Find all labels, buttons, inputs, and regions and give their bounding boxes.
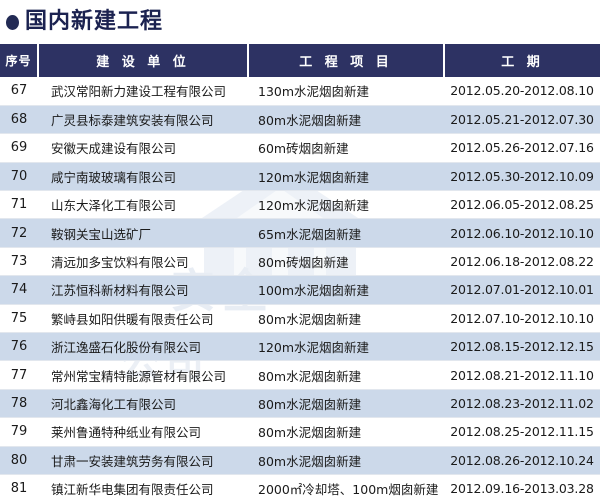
cell-project: 100m水泥烟囱新建 <box>248 275 444 305</box>
column-header-unit: 建 设 单 位 <box>38 44 249 77</box>
cell-project: 80m水泥烟囱新建 <box>248 304 444 334</box>
cell-duration: 2012.08.15-2012.12.15 <box>444 332 600 362</box>
cell-duration: 2012.05.21-2012.07.30 <box>444 105 600 135</box>
cell-project: 80m水泥烟囱新建 <box>248 446 444 475</box>
table-row[interactable]: 76 浙江逸盛石化股份有限公司 120m水泥烟囱新建 2012.08.15-2012.… <box>0 332 600 362</box>
cell-project: 2000㎡冷却塔、100m烟囱新建 <box>248 474 444 500</box>
table-row[interactable]: 74 江苏恒科新材料有限公司 100m水泥烟囱新建 2012.07.01-2012.1… <box>0 275 600 305</box>
cell-unit: 清远加多宝饮料有限公司 <box>38 247 248 277</box>
table-row[interactable]: 80 甘肃一安装建筑劳务有限公司 80m水泥烟囱新建 2012.08.26-2012.… <box>0 446 600 475</box>
cell-unit: 莱州鲁通特种纸业有限公司 <box>38 417 248 447</box>
table-row[interactable]: 72 鞍钢关宝山选矿厂 65m水泥烟囱新建 2012.06.10-2012.10.10 <box>0 218 600 248</box>
table-header-row: 序号 建 设 单 位 工 程 项 目 工 期 <box>0 44 600 77</box>
table-row[interactable]: 68 广灵县标泰建筑安装有限公司 80m水泥烟囱新建 2012.05.21-2012.… <box>0 105 600 135</box>
table-header: 序号 建 设 单 位 工 程 项 目 工 期 <box>0 44 600 77</box>
cell-index: 75 <box>0 304 38 334</box>
cell-index: 78 <box>0 389 38 419</box>
cell-duration: 2012.06.10-2012.10.10 <box>444 218 600 248</box>
page-title: 国内新建工程 <box>0 0 600 44</box>
cell-index: 68 <box>0 105 38 135</box>
cell-project: 120m水泥烟囱新建 <box>248 162 444 192</box>
cell-duration: 2012.09.16-2013.03.28 <box>444 474 600 500</box>
cell-index: 80 <box>0 446 38 475</box>
cell-index: 77 <box>0 360 38 390</box>
cell-duration: 2012.08.25-2012.11.15 <box>444 417 600 447</box>
cell-duration: 2012.07.01-2012.10.01 <box>444 275 600 305</box>
table-row[interactable]: 69 安徽天成建设有限公司 60m砖烟囱新建 2012.05.26-2012.07.1… <box>0 133 600 163</box>
table-row[interactable]: 75 繁峙县如阳供暖有限责任公司 80m水泥烟囱新建 2012.07.10-2012.… <box>0 304 600 334</box>
cell-index: 74 <box>0 275 38 305</box>
cell-project: 120m水泥烟囱新建 <box>248 190 444 220</box>
cell-unit: 浙江逸盛石化股份有限公司 <box>38 332 248 362</box>
cell-project: 60m砖烟囱新建 <box>248 133 444 163</box>
cell-unit: 安徽天成建设有限公司 <box>38 133 248 163</box>
bullet-dot-icon <box>6 14 19 30</box>
cell-index: 69 <box>0 133 38 163</box>
cell-unit: 武汉常阳新力建设工程有限公司 <box>38 77 248 106</box>
column-header-index: 序号 <box>0 44 39 77</box>
column-header-project: 工 程 项 目 <box>248 44 445 77</box>
cell-duration: 2012.07.10-2012.10.10 <box>444 304 600 334</box>
projects-table: 序号 建 设 单 位 工 程 项 目 工 期 67 武汉常阳新力建设工程有限公司 1… <box>0 44 600 500</box>
cell-duration: 2012.08.21-2012.11.10 <box>444 360 600 390</box>
cell-duration: 2012.05.20-2012.08.10 <box>444 77 600 106</box>
cell-project: 80m水泥烟囱新建 <box>248 389 444 419</box>
cell-unit: 山东大泽化工有限公司 <box>38 190 248 220</box>
cell-index: 76 <box>0 332 38 362</box>
cell-unit: 咸宁南玻玻璃有限公司 <box>38 162 248 192</box>
cell-index: 72 <box>0 218 38 248</box>
projects-table-container: 序号 建 设 单 位 工 程 项 目 工 期 67 武汉常阳新力建设工程有限公司 1… <box>0 44 600 500</box>
page-title-label: 国内新建工程 <box>25 9 164 34</box>
cell-unit: 河北鑫海化工有限公司 <box>38 389 248 419</box>
cell-unit: 甘肃一安装建筑劳务有限公司 <box>38 446 248 475</box>
cell-index: 67 <box>0 77 38 106</box>
cell-index: 70 <box>0 162 38 192</box>
table-row[interactable]: 79 莱州鲁通特种纸业有限公司 80m水泥烟囱新建 2012.08.25-2012.1… <box>0 417 600 447</box>
cell-project: 80m水泥烟囱新建 <box>248 360 444 390</box>
table-row[interactable]: 81 镇江新华电集团有限责任公司 2000㎡冷却塔、100m烟囱新建 2012.09.… <box>0 474 600 500</box>
cell-unit: 繁峙县如阳供暖有限责任公司 <box>38 304 248 334</box>
cell-project: 65m水泥烟囱新建 <box>248 218 444 248</box>
cell-duration: 2012.06.05-2012.08.25 <box>444 190 600 220</box>
cell-project: 80m水泥烟囱新建 <box>248 417 444 447</box>
table-row[interactable]: 71 山东大泽化工有限公司 120m水泥烟囱新建 2012.06.05-2012.08… <box>0 190 600 220</box>
cell-index: 81 <box>0 474 38 500</box>
table-row[interactable]: 67 武汉常阳新力建设工程有限公司 130m水泥烟囱新建 2012.05.20-201… <box>0 77 600 106</box>
cell-project: 80m砖烟囱新建 <box>248 247 444 277</box>
cell-unit: 鞍钢关宝山选矿厂 <box>38 218 248 248</box>
cell-project: 80m水泥烟囱新建 <box>248 105 444 135</box>
cell-unit: 镇江新华电集团有限责任公司 <box>38 474 248 500</box>
cell-duration: 2012.08.26-2012.10.24 <box>444 446 600 475</box>
cell-index: 73 <box>0 247 38 277</box>
table-body: 67 武汉常阳新力建设工程有限公司 130m水泥烟囱新建 2012.05.20-201… <box>0 77 600 500</box>
cell-duration: 2012.08.23-2012.11.02 <box>444 389 600 419</box>
cell-index: 79 <box>0 417 38 447</box>
cell-project: 120m水泥烟囱新建 <box>248 332 444 362</box>
table-row[interactable]: 70 咸宁南玻玻璃有限公司 120m水泥烟囱新建 2012.05.30-2012.10… <box>0 162 600 192</box>
cell-duration: 2012.05.30-2012.10.09 <box>444 162 600 192</box>
cell-project: 130m水泥烟囱新建 <box>248 77 444 106</box>
cell-duration: 2012.06.18-2012.08.22 <box>444 247 600 277</box>
table-row[interactable]: 78 河北鑫海化工有限公司 80m水泥烟囱新建 2012.08.23-2012.11.… <box>0 389 600 419</box>
table-row[interactable]: 77 常州常宝精特能源管材有限公司 80m水泥烟囱新建 2012.08.21-2012… <box>0 360 600 390</box>
column-header-duration: 工 期 <box>444 44 600 77</box>
cell-unit: 广灵县标泰建筑安装有限公司 <box>38 105 248 135</box>
cell-unit: 江苏恒科新材料有限公司 <box>38 275 248 305</box>
cell-duration: 2012.05.26-2012.07.16 <box>444 133 600 163</box>
cell-index: 71 <box>0 190 38 220</box>
table-row[interactable]: 73 清远加多宝饮料有限公司 80m砖烟囱新建 2012.06.18-2012.08.… <box>0 247 600 277</box>
cell-unit: 常州常宝精特能源管材有限公司 <box>38 360 248 390</box>
